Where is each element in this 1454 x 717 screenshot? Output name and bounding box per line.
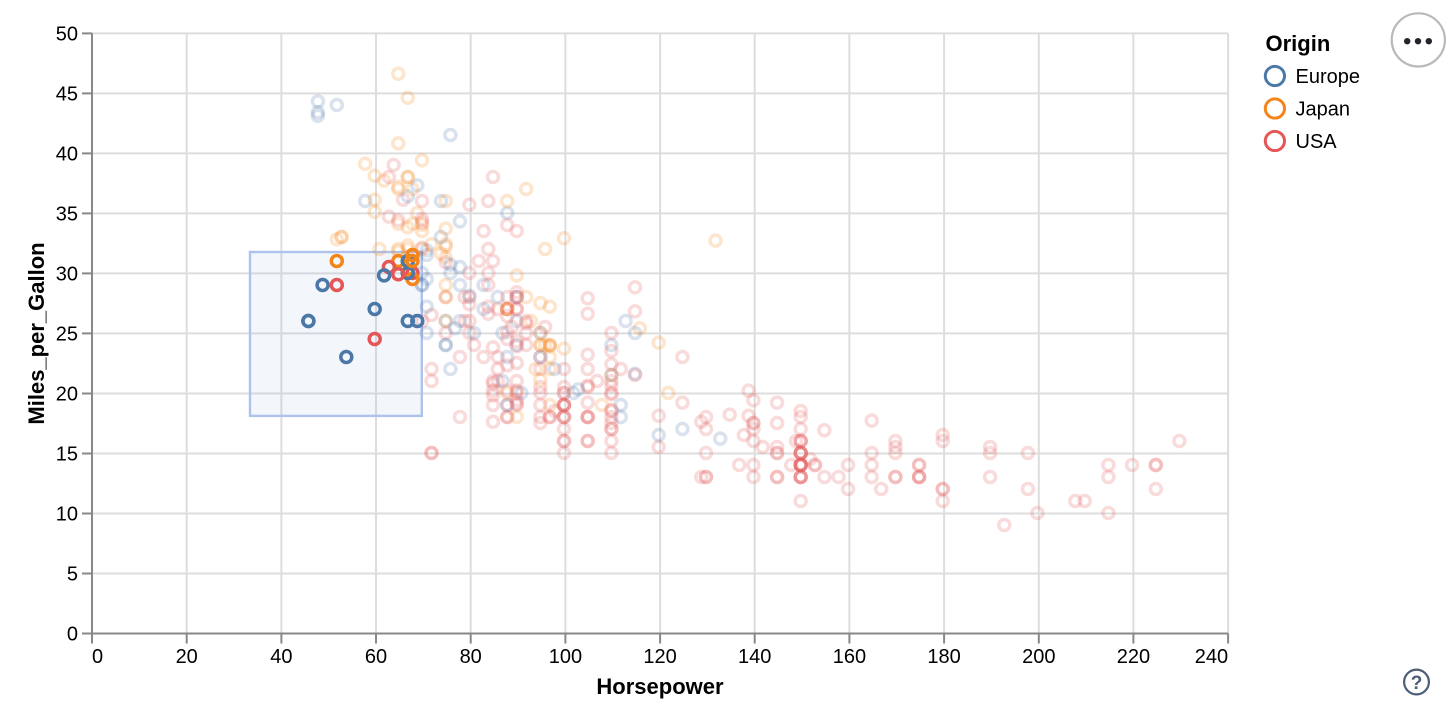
svg-text:0: 0	[92, 646, 103, 668]
svg-text:220: 220	[1117, 646, 1150, 668]
svg-text:Origin: Origin	[1266, 31, 1331, 56]
svg-text:45: 45	[56, 84, 78, 106]
svg-text:240: 240	[1195, 646, 1228, 668]
svg-text:100: 100	[549, 646, 582, 668]
svg-text:30: 30	[56, 264, 78, 286]
svg-text:Horsepower: Horsepower	[596, 674, 724, 699]
svg-text:5: 5	[67, 564, 78, 586]
svg-text:120: 120	[643, 646, 676, 668]
svg-text:Japan: Japan	[1296, 99, 1351, 121]
svg-text:Europe: Europe	[1296, 66, 1361, 88]
svg-text:160: 160	[833, 646, 866, 668]
svg-text:40: 40	[270, 646, 292, 668]
svg-text:15: 15	[56, 444, 78, 466]
svg-text:35: 35	[56, 204, 78, 226]
svg-text:?: ?	[1411, 673, 1423, 694]
svg-text:140: 140	[738, 646, 771, 668]
svg-text:25: 25	[56, 324, 78, 346]
svg-text:80: 80	[460, 646, 482, 668]
svg-text:20: 20	[56, 384, 78, 406]
svg-text:180: 180	[927, 646, 960, 668]
svg-text:40: 40	[56, 144, 78, 166]
svg-text:Miles_per_Gallon: Miles_per_Gallon	[24, 242, 49, 424]
svg-text:10: 10	[56, 504, 78, 526]
svg-text:60: 60	[365, 646, 387, 668]
svg-text:200: 200	[1022, 646, 1055, 668]
svg-text:50: 50	[56, 24, 78, 46]
svg-text:USA: USA	[1296, 131, 1338, 153]
svg-text:20: 20	[176, 646, 198, 668]
svg-text:0: 0	[67, 624, 78, 646]
